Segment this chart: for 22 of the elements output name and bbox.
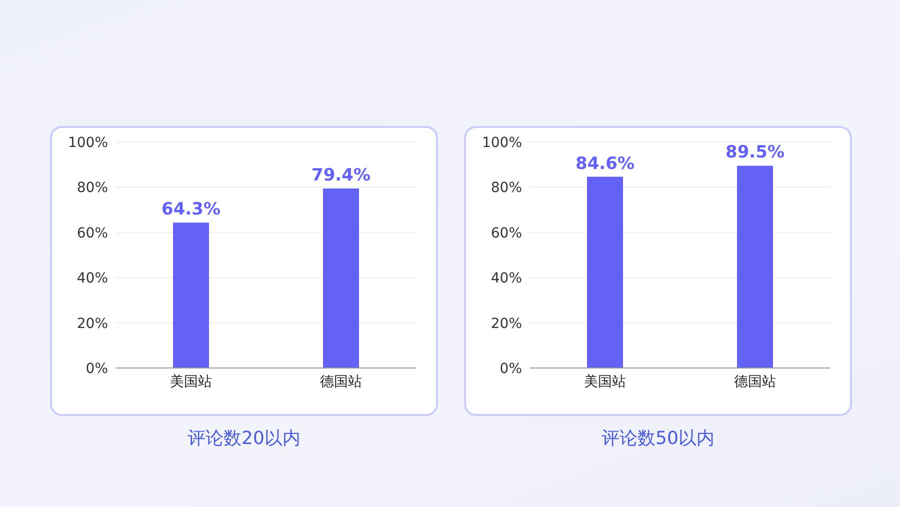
data-label: 79.4%: [312, 166, 370, 186]
x-tick-label: 美国站: [170, 374, 212, 390]
x-tick-label: 美国站: [584, 374, 626, 390]
text: 评论数50以内: [600, 427, 716, 450]
y-tick-label: 0%: [500, 360, 522, 377]
y-tick-label: 80%: [490, 180, 522, 196]
y-tick-label: 100%: [482, 134, 522, 151]
y-tick-label: 80%: [76, 180, 108, 196]
y-tick-label: 60%: [76, 225, 108, 242]
y-tick-label: 40%: [490, 270, 522, 287]
y-tick-label: 20%: [76, 316, 108, 332]
data-label: 84.6%: [576, 154, 634, 174]
y-tick-label: 0%: [86, 360, 108, 377]
y-tick-label: 100%: [68, 134, 108, 151]
data-label: 64.3%: [162, 200, 220, 220]
x-tick-label: 德国站: [734, 374, 776, 390]
x-tick-label: 德国站: [320, 374, 362, 390]
y-tick-label: 40%: [76, 270, 108, 287]
data-label: 89.5%: [726, 142, 784, 163]
y-tick-label: 20%: [490, 316, 522, 332]
y-tick-label: 60%: [490, 225, 522, 242]
text: 评论数20以内: [186, 427, 302, 450]
